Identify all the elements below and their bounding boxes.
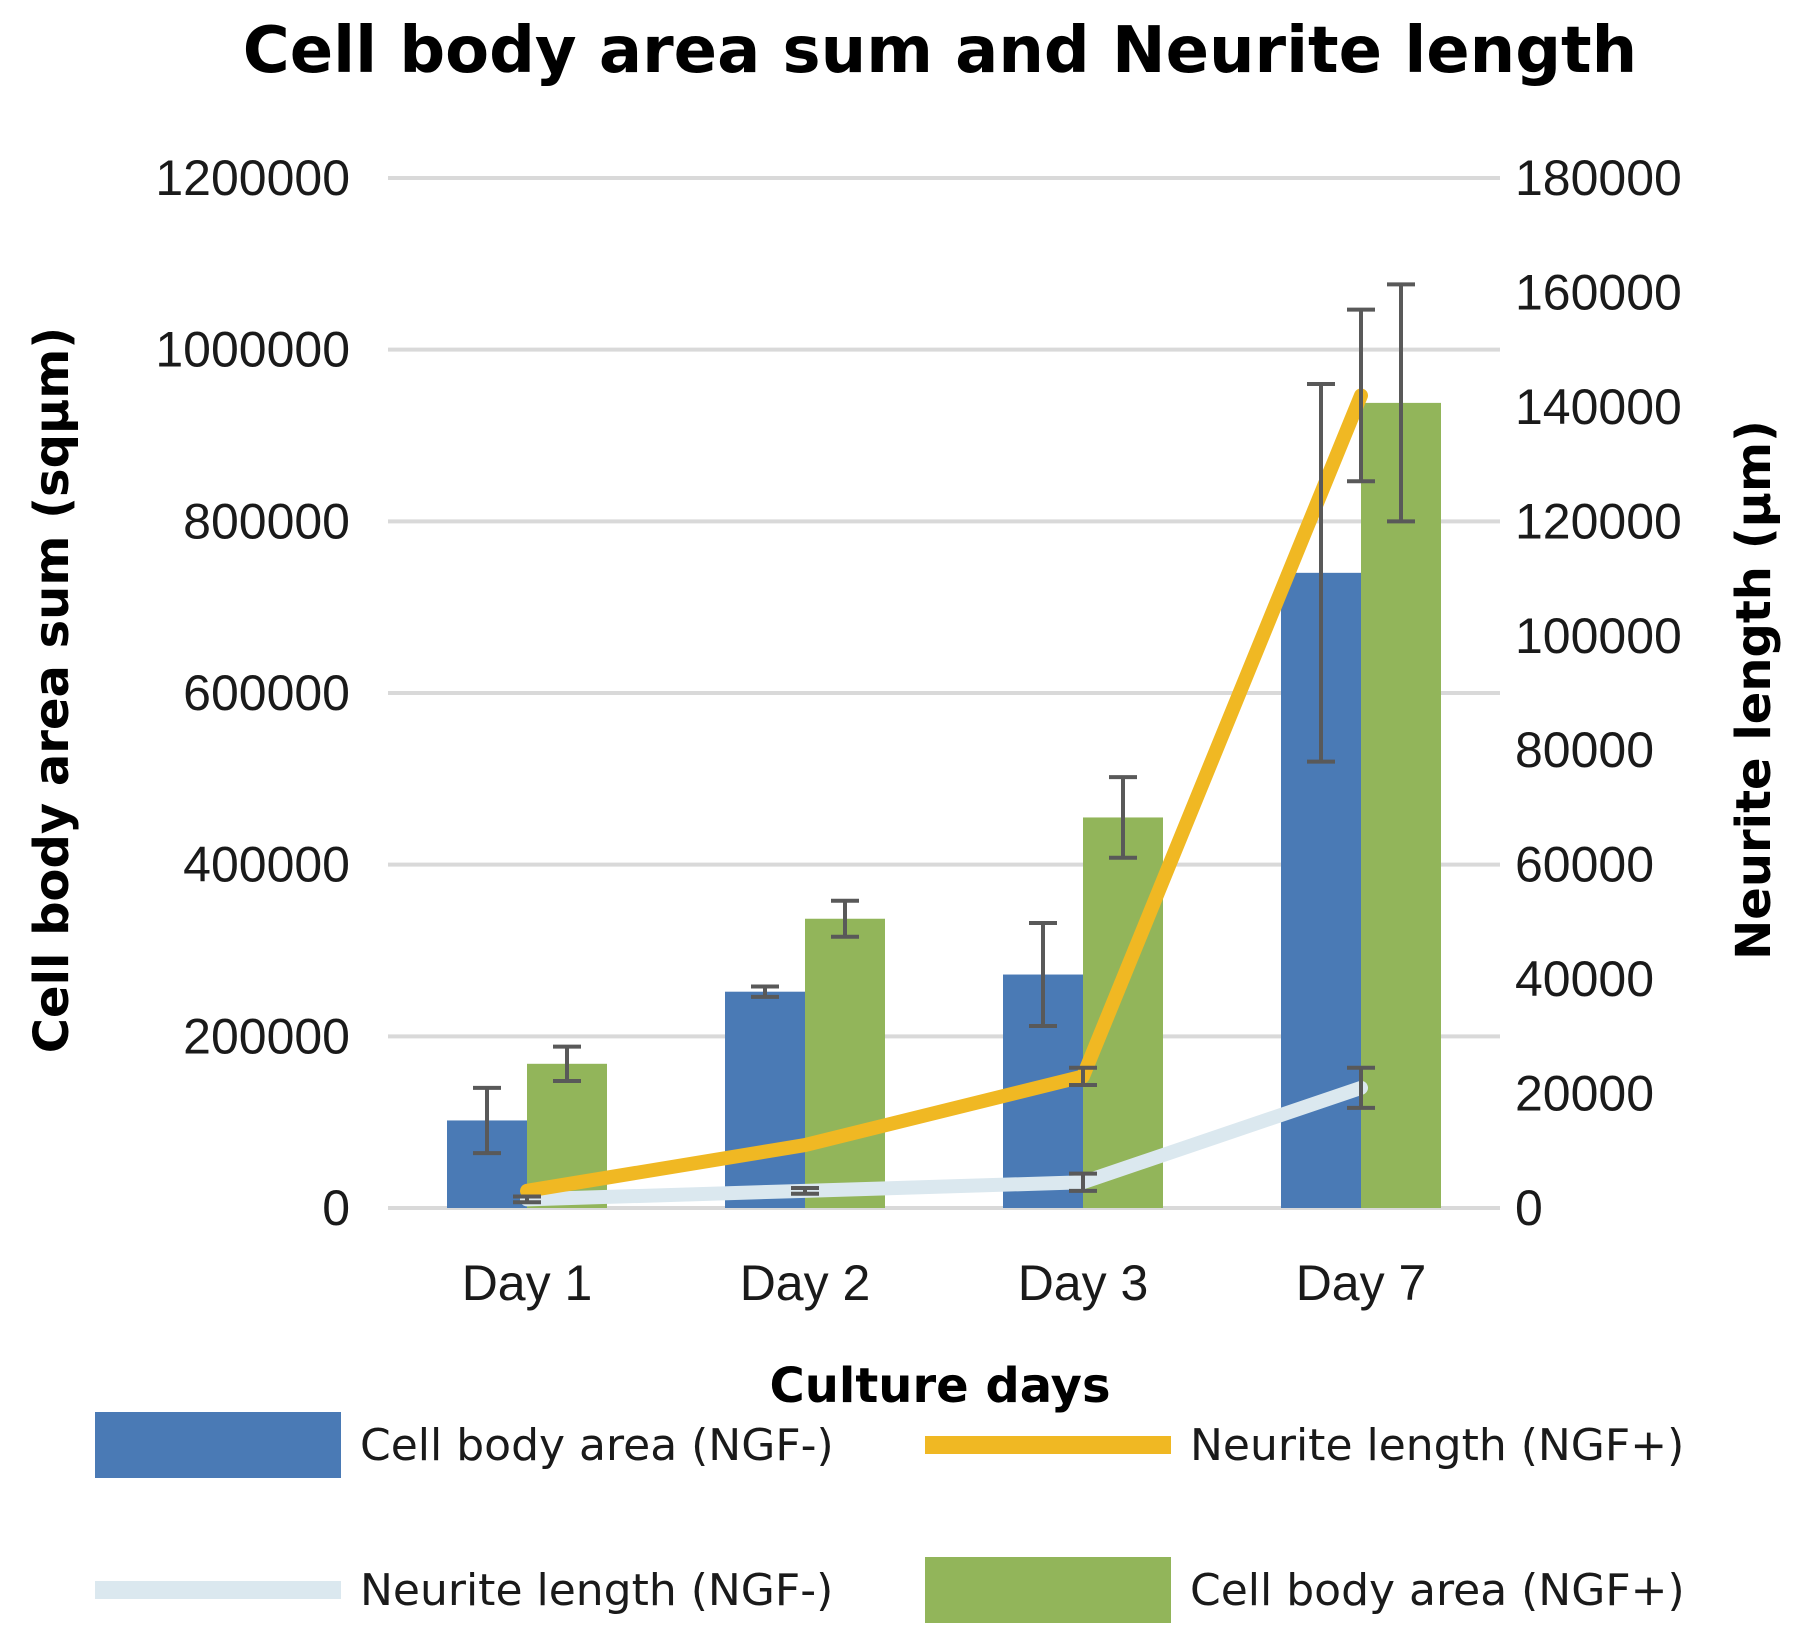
y2-tick-label: 100000 — [1515, 608, 1682, 664]
y2-tick-label: 80000 — [1515, 722, 1654, 778]
y-tick-label: 1000000 — [155, 322, 350, 378]
line-neurite-ngf-plus — [520, 388, 1368, 1198]
legend-swatch — [925, 1557, 1171, 1623]
legend-label: Neurite length (NGF-) — [360, 1565, 833, 1616]
y-tick-label: 200000 — [183, 1008, 350, 1064]
y-tick-label: 400000 — [183, 837, 350, 893]
x-tick-label: Day 2 — [740, 1255, 871, 1311]
y-axis-right-ticks: 0 20000 40000 60000 80000 100000 120000 140000 1… — [1515, 150, 1682, 1236]
legend: Cell body area (NGF-) Neurite length (NGF… — [95, 1412, 1685, 1623]
chart-title: Cell body area sum and Neurite length — [243, 14, 1637, 88]
lines — [520, 388, 1368, 1207]
bar-ngf-plus — [805, 918, 885, 1208]
y2-tick-label: 160000 — [1515, 264, 1682, 320]
bar-ngf-plus — [1083, 817, 1163, 1208]
y-tick-label: 0 — [322, 1180, 350, 1236]
y-axis-right-title: Neurite length (μm) — [1726, 420, 1782, 960]
legend-swatch — [95, 1412, 341, 1478]
line-neurite-ngf-minus — [520, 1080, 1368, 1207]
y2-tick-label: 60000 — [1515, 837, 1654, 893]
y2-tick-label: 180000 — [1515, 150, 1682, 206]
y-tick-label: 800000 — [183, 493, 350, 549]
y2-tick-label: 120000 — [1515, 493, 1682, 549]
error-bars — [473, 282, 1415, 1205]
y2-tick-label: 20000 — [1515, 1066, 1654, 1122]
y2-tick-label: 140000 — [1515, 379, 1682, 435]
x-tick-label: Day 3 — [1018, 1255, 1149, 1311]
legend-label: Cell body area (NGF-) — [360, 1420, 834, 1471]
y2-tick-label: 0 — [1515, 1180, 1543, 1236]
bars — [447, 402, 1441, 1209]
y-tick-label: 600000 — [183, 665, 350, 721]
legend-label: Neurite length (NGF+) — [1190, 1420, 1684, 1471]
y2-tick-label: 40000 — [1515, 951, 1654, 1007]
x-axis-title: Culture days — [769, 1358, 1110, 1414]
bar-ngf-plus — [1361, 402, 1441, 1209]
y-axis-left-ticks: 0 200000 400000 600000 800000 1000000 1200000 — [155, 150, 350, 1236]
legend-label: Cell body area (NGF+) — [1190, 1565, 1685, 1616]
x-axis-ticks: Day 1 Day 2 Day 3 Day 7 — [462, 1255, 1427, 1311]
bar-ngf-minus — [725, 991, 805, 1208]
y-tick-label: 1200000 — [155, 150, 350, 206]
x-tick-label: Day 1 — [462, 1255, 593, 1311]
y-axis-left-title: Cell body area sum (sqμm) — [24, 327, 80, 1053]
x-tick-label: Day 7 — [1296, 1255, 1427, 1311]
grid-lines — [388, 176, 1500, 1210]
